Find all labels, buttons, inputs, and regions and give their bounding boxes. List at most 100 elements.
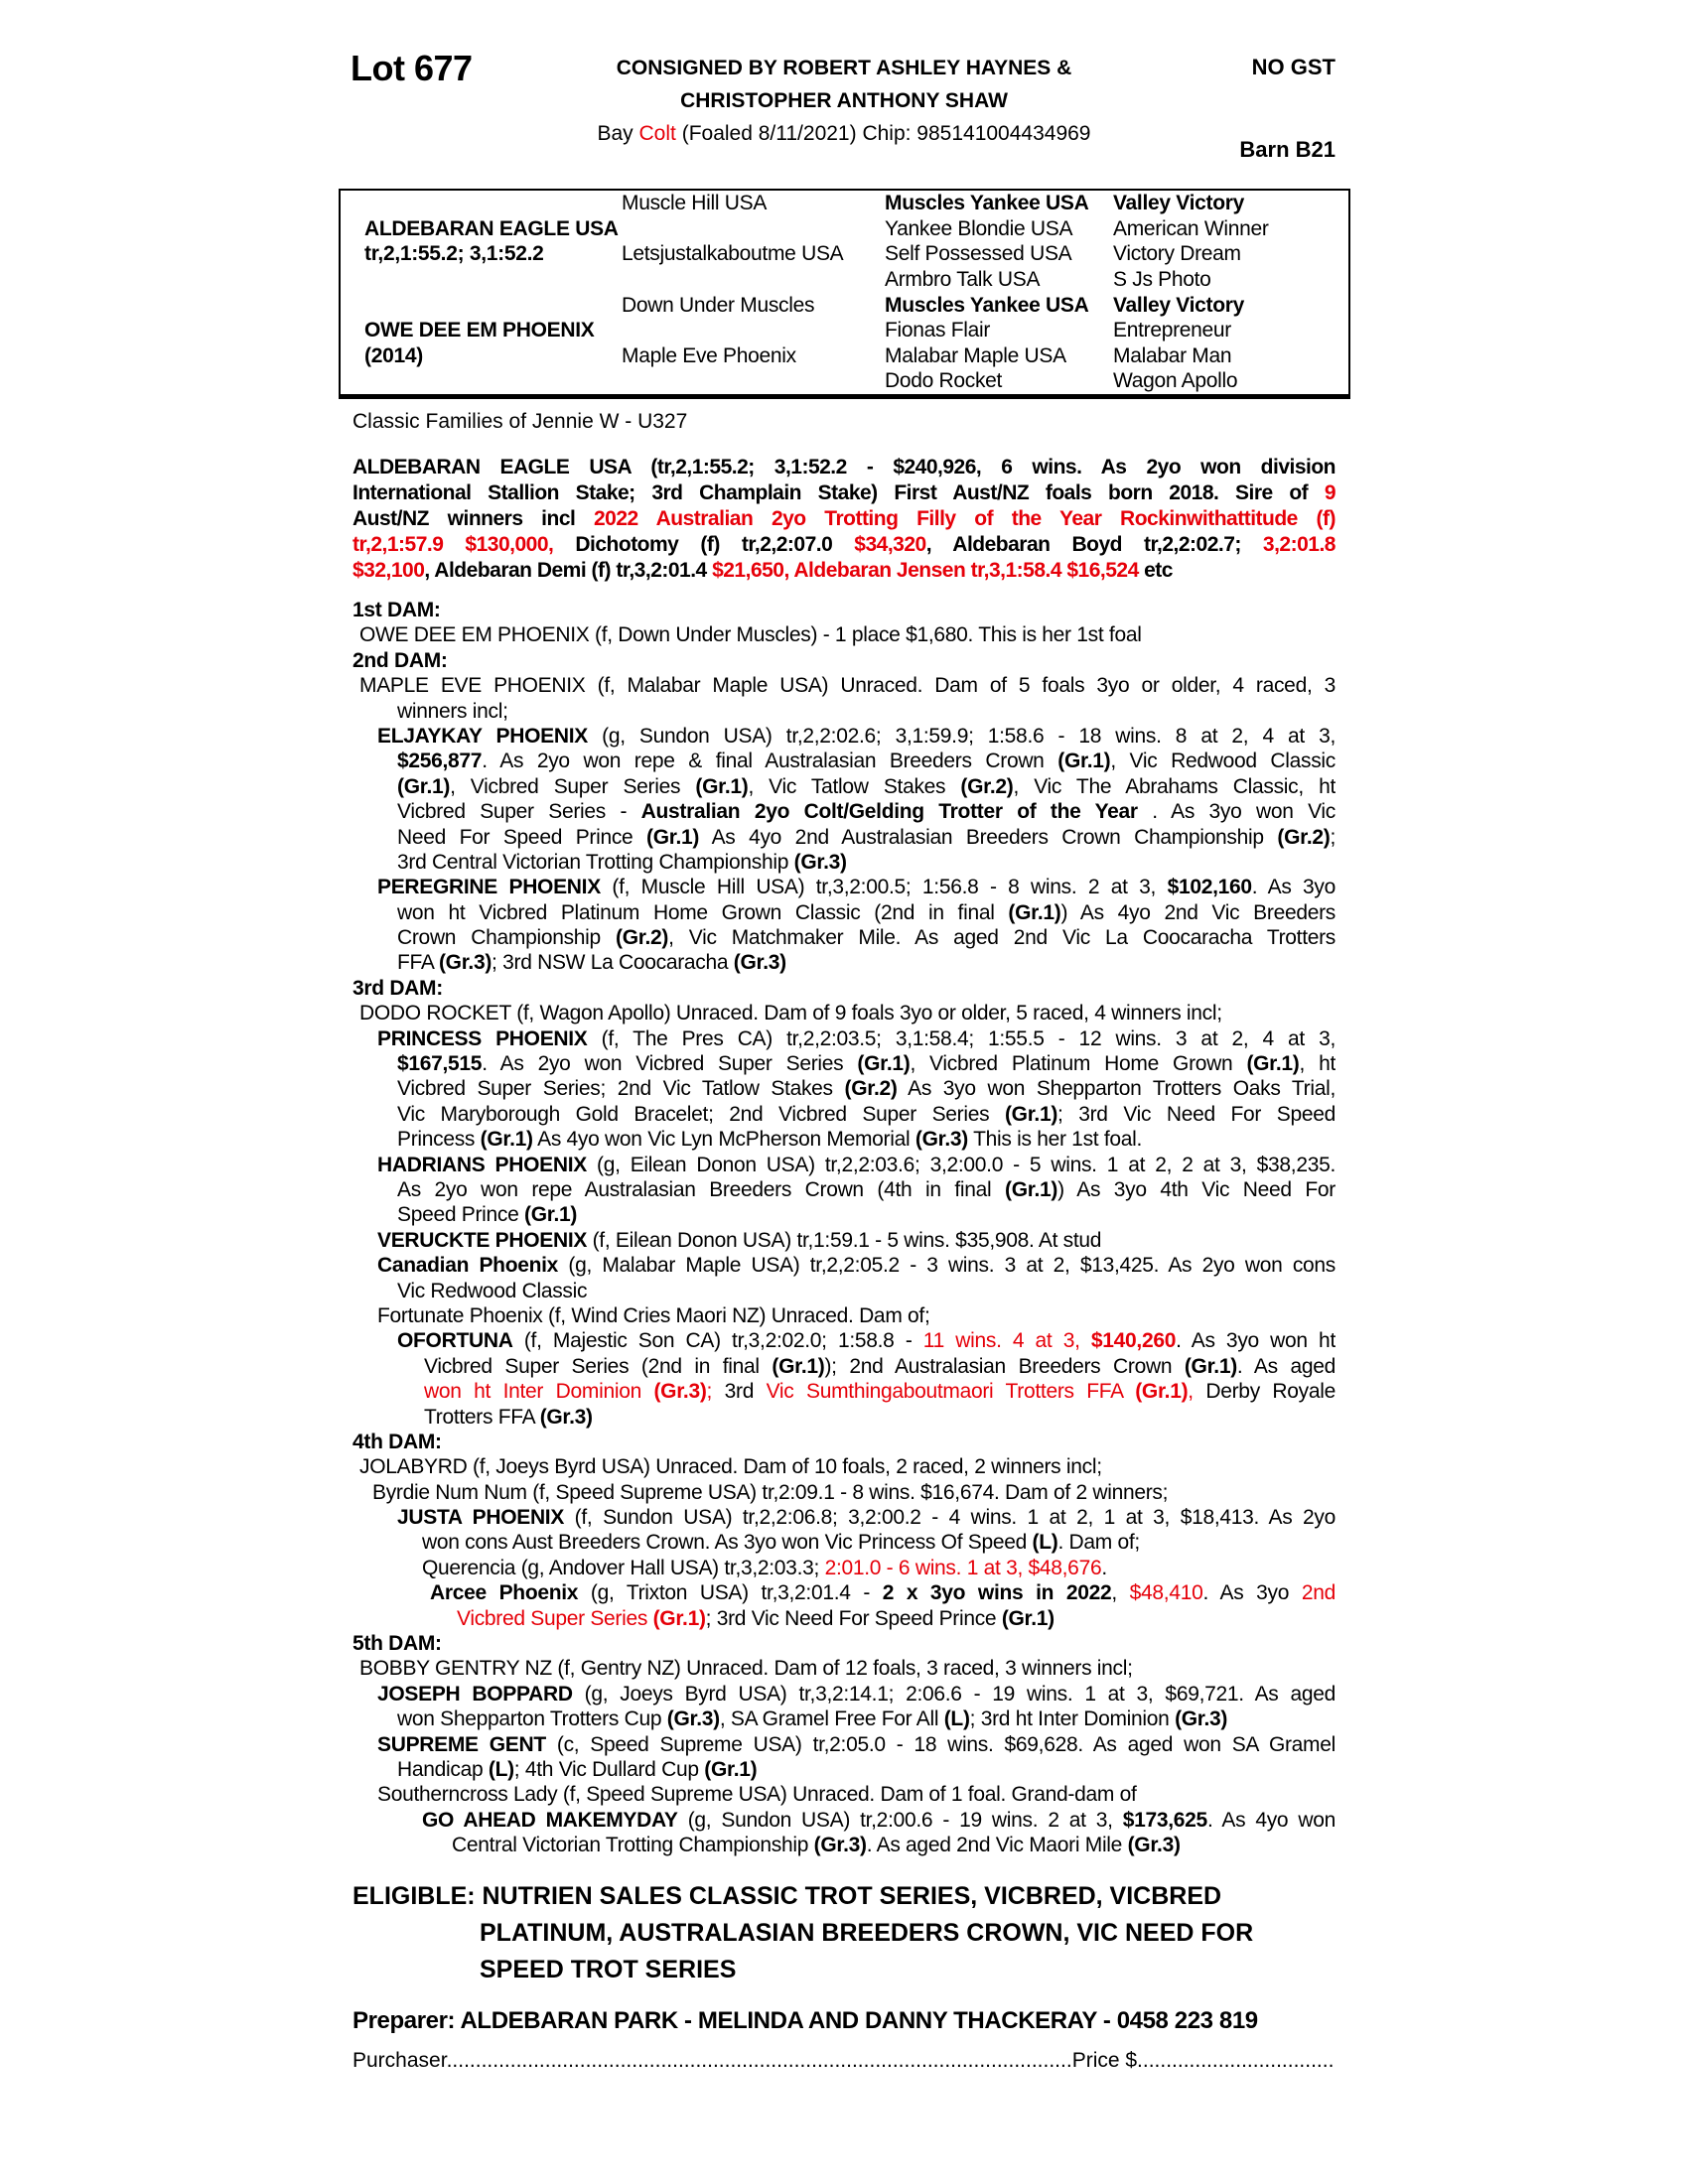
text-segment: , Vicbred Platinum Home Grown <box>910 1052 1247 1076</box>
dam-pedigree-text: 1st DAM: OWE DEE EM PHOENIX (f, Down Unde… <box>352 598 1336 1858</box>
text-segment: . As aged <box>1236 1354 1336 1378</box>
text-segment: (Gr.1) <box>704 1757 758 1781</box>
text-segment: Trotters FFA <box>424 1405 540 1429</box>
text-segment: OWE DEE EM PHOENIX (f, Down Under Muscle… <box>359 623 1142 647</box>
text-segment: (Gr.2) <box>616 926 669 950</box>
text-segment: (Gr.3) <box>914 1128 968 1152</box>
pedigree-cell: Maple Eve Phoenix <box>622 343 796 367</box>
pedigree-cell <box>622 216 885 242</box>
text-segment: Aust/NZ winners incl <box>352 507 594 530</box>
pedigree-cell: Muscles Yankee USA <box>885 192 1089 215</box>
text-line: OFORTUNA (f, Majestic Son CA) tr,3,2:02.… <box>352 1328 1336 1353</box>
pedigree-cell <box>341 293 622 319</box>
purchaser-price-line: Purchaser...............................… <box>352 2049 1336 2073</box>
text-segment: ) As 3yo 4th Vic Need For <box>1057 1177 1336 1201</box>
text-line: Querencia (g, Andover Hall USA) tr,3,2:0… <box>352 1556 1336 1580</box>
purchaser-label: Purchaser <box>352 2049 447 2072</box>
text-segment: , Vic Matchmaker Mile. As aged 2nd Vic L… <box>668 926 1336 950</box>
pedigree-cell: Self Possessed USA <box>885 242 1072 266</box>
consignor-line-1: CONSIGNED BY ROBERT ASHLEY HAYNES & <box>616 57 1072 79</box>
text-segment: Byrdie Num Num (f, Speed Supreme USA) tr… <box>372 1480 1169 1504</box>
text-segment: , ht <box>1299 1052 1336 1076</box>
text-segment: won ht Vicbred Platinum Home Grown Class… <box>397 900 1009 924</box>
text-segment: Vic Maryborough Gold Bracelet; 2nd Vicbr… <box>397 1102 1005 1126</box>
text-segment: 2022 Australian 2yo Trotting Filly of th… <box>594 507 1336 530</box>
text-line: PLATINUM, AUSTRALASIAN BREEDERS CROWN, V… <box>352 1915 1336 1952</box>
text-line: Need For Speed Prince (Gr.1) As 4yo 2nd … <box>352 825 1336 850</box>
text-segment: (Gr.1) <box>1005 1177 1058 1201</box>
text-segment: (g, Sundon USA) tr,2,2:02.6; 3,1:59.9; 1… <box>587 724 1336 748</box>
text-line: JUSTA PHOENIX (f, Sundon USA) tr,2,2:06.… <box>352 1505 1336 1530</box>
text-segment: PLATINUM, AUSTRALASIAN BREEDERS CROWN, V… <box>480 1919 1254 1947</box>
text-segment: (Gr.3) <box>1127 1834 1181 1857</box>
text-segment: , <box>1188 1380 1194 1404</box>
sire-summary-paragraph: ALDEBARAN EAGLE USA (tr,2,1:55.2; 3,1:52… <box>352 455 1336 584</box>
text-segment: PRINCESS PHOENIX <box>377 1026 588 1050</box>
text-line: FFA (Gr.3); 3rd NSW La Coocaracha (Gr.3) <box>352 950 1336 975</box>
text-segment: MAPLE EVE PHOENIX (f, Malabar Maple USA)… <box>359 674 1336 698</box>
pedigree-cell <box>622 318 885 343</box>
text-line: 2nd DAM: <box>352 648 1336 673</box>
text-line: BOBBY GENTRY NZ (f, Gentry NZ) Unraced. … <box>352 1656 1336 1681</box>
text-segment: Colt <box>638 122 676 145</box>
pedigree-cell: S Js Photo <box>1113 267 1211 291</box>
text-segment: Bay <box>597 122 639 145</box>
text-segment: GO AHEAD MAKEMYDAY <box>422 1808 678 1832</box>
text-segment: (Gr.3) <box>438 951 492 975</box>
text-segment: ; <box>706 1380 725 1404</box>
text-segment: JOLABYRD (f, Joeys Byrd USA) Unraced. Da… <box>359 1455 1102 1479</box>
text-segment: Vicbred Super Series (2nd in final <box>424 1354 773 1378</box>
foaling-details: Bay Colt (Foaled 8/11/2021) Chip: 985141… <box>397 117 1291 150</box>
text-segment: Querencia (g, Andover Hall USA) tr,3,2:0… <box>422 1556 825 1579</box>
pedigree-cell: Malabar Man <box>1113 343 1232 367</box>
text-segment: Speed Prince <box>397 1203 525 1227</box>
text-segment: International Stallion Stake; 3rd Champl… <box>352 481 1325 504</box>
text-segment: , Vicbred Super Series <box>450 774 696 798</box>
price-dotted-leader: ........................................… <box>1137 2049 1336 2072</box>
text-segment: $140,260 <box>1090 1329 1177 1353</box>
text-line: Trotters FFA (Gr.3) <box>352 1405 1336 1430</box>
text-line: 1st DAM: <box>352 598 1336 622</box>
text-segment: . As 3yo won Vic <box>1137 800 1336 824</box>
text-segment: $102,160 <box>1167 876 1253 899</box>
pedigree-cell: Down Under Muscles <box>622 293 815 317</box>
text-segment: OFORTUNA <box>397 1329 513 1353</box>
text-line: tr,2,1:57.9 $130,000, Dichotomy (f) tr,2… <box>352 532 1336 558</box>
pedigree-cell: (2014) <box>364 343 423 367</box>
text-line: won Shepparton Trotters Cup (Gr.3), SA G… <box>352 1706 1336 1731</box>
text-line: $167,515. As 2yo won Vicbred Super Serie… <box>352 1051 1336 1076</box>
pedigree-cell: American Winner <box>1113 216 1269 240</box>
text-segment: , Vic The Abrahams Classic, ht <box>1013 774 1336 798</box>
text-segment: 9 <box>1324 481 1336 504</box>
text-segment: (Gr.3) <box>813 1834 867 1857</box>
text-segment: , Vic Tatlow Stakes <box>748 774 961 798</box>
text-segment: ; 3rd ht Inter Dominion <box>969 1707 1176 1731</box>
text-line: Speed Prince (Gr.1) <box>352 1202 1336 1227</box>
text-segment: . As 2yo won Vicbred Super Series <box>482 1052 858 1076</box>
text-line: JOSEPH BOPPARD (g, Joeys Byrd USA) tr,3,… <box>352 1682 1336 1706</box>
text-segment: ; 3rd Vic Need For Speed Prince <box>705 1606 1002 1630</box>
text-segment: Arcee Phoenix <box>430 1581 579 1605</box>
text-segment: (Gr.1) <box>1246 1052 1300 1076</box>
text-segment: (Gr.3) <box>1175 1707 1228 1731</box>
text-segment: (Gr.3) <box>653 1380 707 1404</box>
text-segment: (Gr.1) <box>646 825 700 849</box>
text-segment: (Gr.1) <box>652 1606 706 1630</box>
text-segment: $167,515 <box>397 1052 483 1076</box>
text-segment: (g, Sundon USA) tr,2:00.6 - 19 wins. 2 a… <box>677 1808 1123 1832</box>
text-segment: 2:01.0 - 6 wins. 1 at 3, $48,676 <box>824 1556 1102 1579</box>
text-segment: (L) <box>488 1757 514 1781</box>
text-line: SUPREME GENT (c, Speed Supreme USA) tr,2… <box>352 1732 1336 1757</box>
text-segment: won ht Inter Dominion <box>424 1380 654 1404</box>
text-segment: . Dam of; <box>1057 1531 1140 1555</box>
gst-status: NO GST <box>1251 55 1336 79</box>
text-segment: (L) <box>1032 1531 1058 1555</box>
text-segment: 2nd DAM: <box>352 648 448 672</box>
text-segment: Vicbred Super Series; 2nd Vic Tatlow Sta… <box>397 1077 845 1101</box>
text-segment: JOSEPH BOPPARD <box>377 1682 573 1706</box>
text-segment: Central Victorian Trotting Championship <box>452 1834 814 1857</box>
text-segment: (Gr.3) <box>666 1707 720 1731</box>
text-segment: Crown Championship <box>397 926 617 950</box>
text-line: OWE DEE EM PHOENIX (f, Down Under Muscle… <box>352 622 1336 647</box>
